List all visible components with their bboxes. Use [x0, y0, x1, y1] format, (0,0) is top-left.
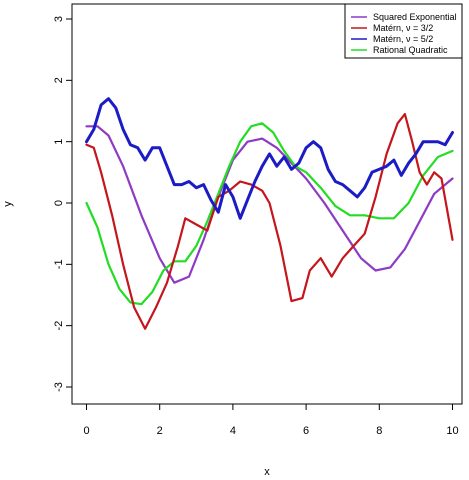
y-axis-title: y — [2, 201, 14, 207]
x-tick-label: 2 — [157, 425, 163, 437]
series-line-squared-exponential — [85, 125, 454, 284]
y-tick-label: -2 — [53, 321, 65, 331]
legend-label: Squared Exponential — [373, 12, 457, 22]
plot-lines — [85, 97, 454, 330]
legend-label: Matérn, ν = 5/2 — [373, 34, 433, 44]
legend-label: Rational Quadratic — [373, 45, 448, 55]
x-tick-label: 4 — [230, 425, 236, 437]
y-axis: -3 -2 -1 0 1 2 3 — [53, 16, 73, 392]
x-tick-label: 8 — [376, 425, 382, 437]
x-axis-title: x — [264, 466, 270, 478]
series-line-rational-quadratic — [85, 122, 454, 306]
x-tick-label: 0 — [83, 425, 89, 437]
series-line-mat-rn-3-2 — [85, 112, 454, 330]
legend-label: Matérn, ν = 3/2 — [373, 23, 433, 33]
x-tick-label: 10 — [446, 425, 458, 437]
y-tick-label: 3 — [53, 16, 65, 22]
y-tick-label: -1 — [53, 259, 65, 269]
legend-box — [344, 3, 463, 59]
y-tick-label: 2 — [53, 77, 65, 83]
y-tick-label: 0 — [53, 200, 65, 206]
series-line-mat-rn-5-2 — [85, 97, 454, 220]
y-tick-label: -3 — [53, 382, 65, 392]
x-tick-label: 6 — [303, 425, 309, 437]
y-tick-label: 1 — [53, 139, 65, 145]
x-axis: 0 2 4 6 8 10 — [83, 403, 459, 437]
